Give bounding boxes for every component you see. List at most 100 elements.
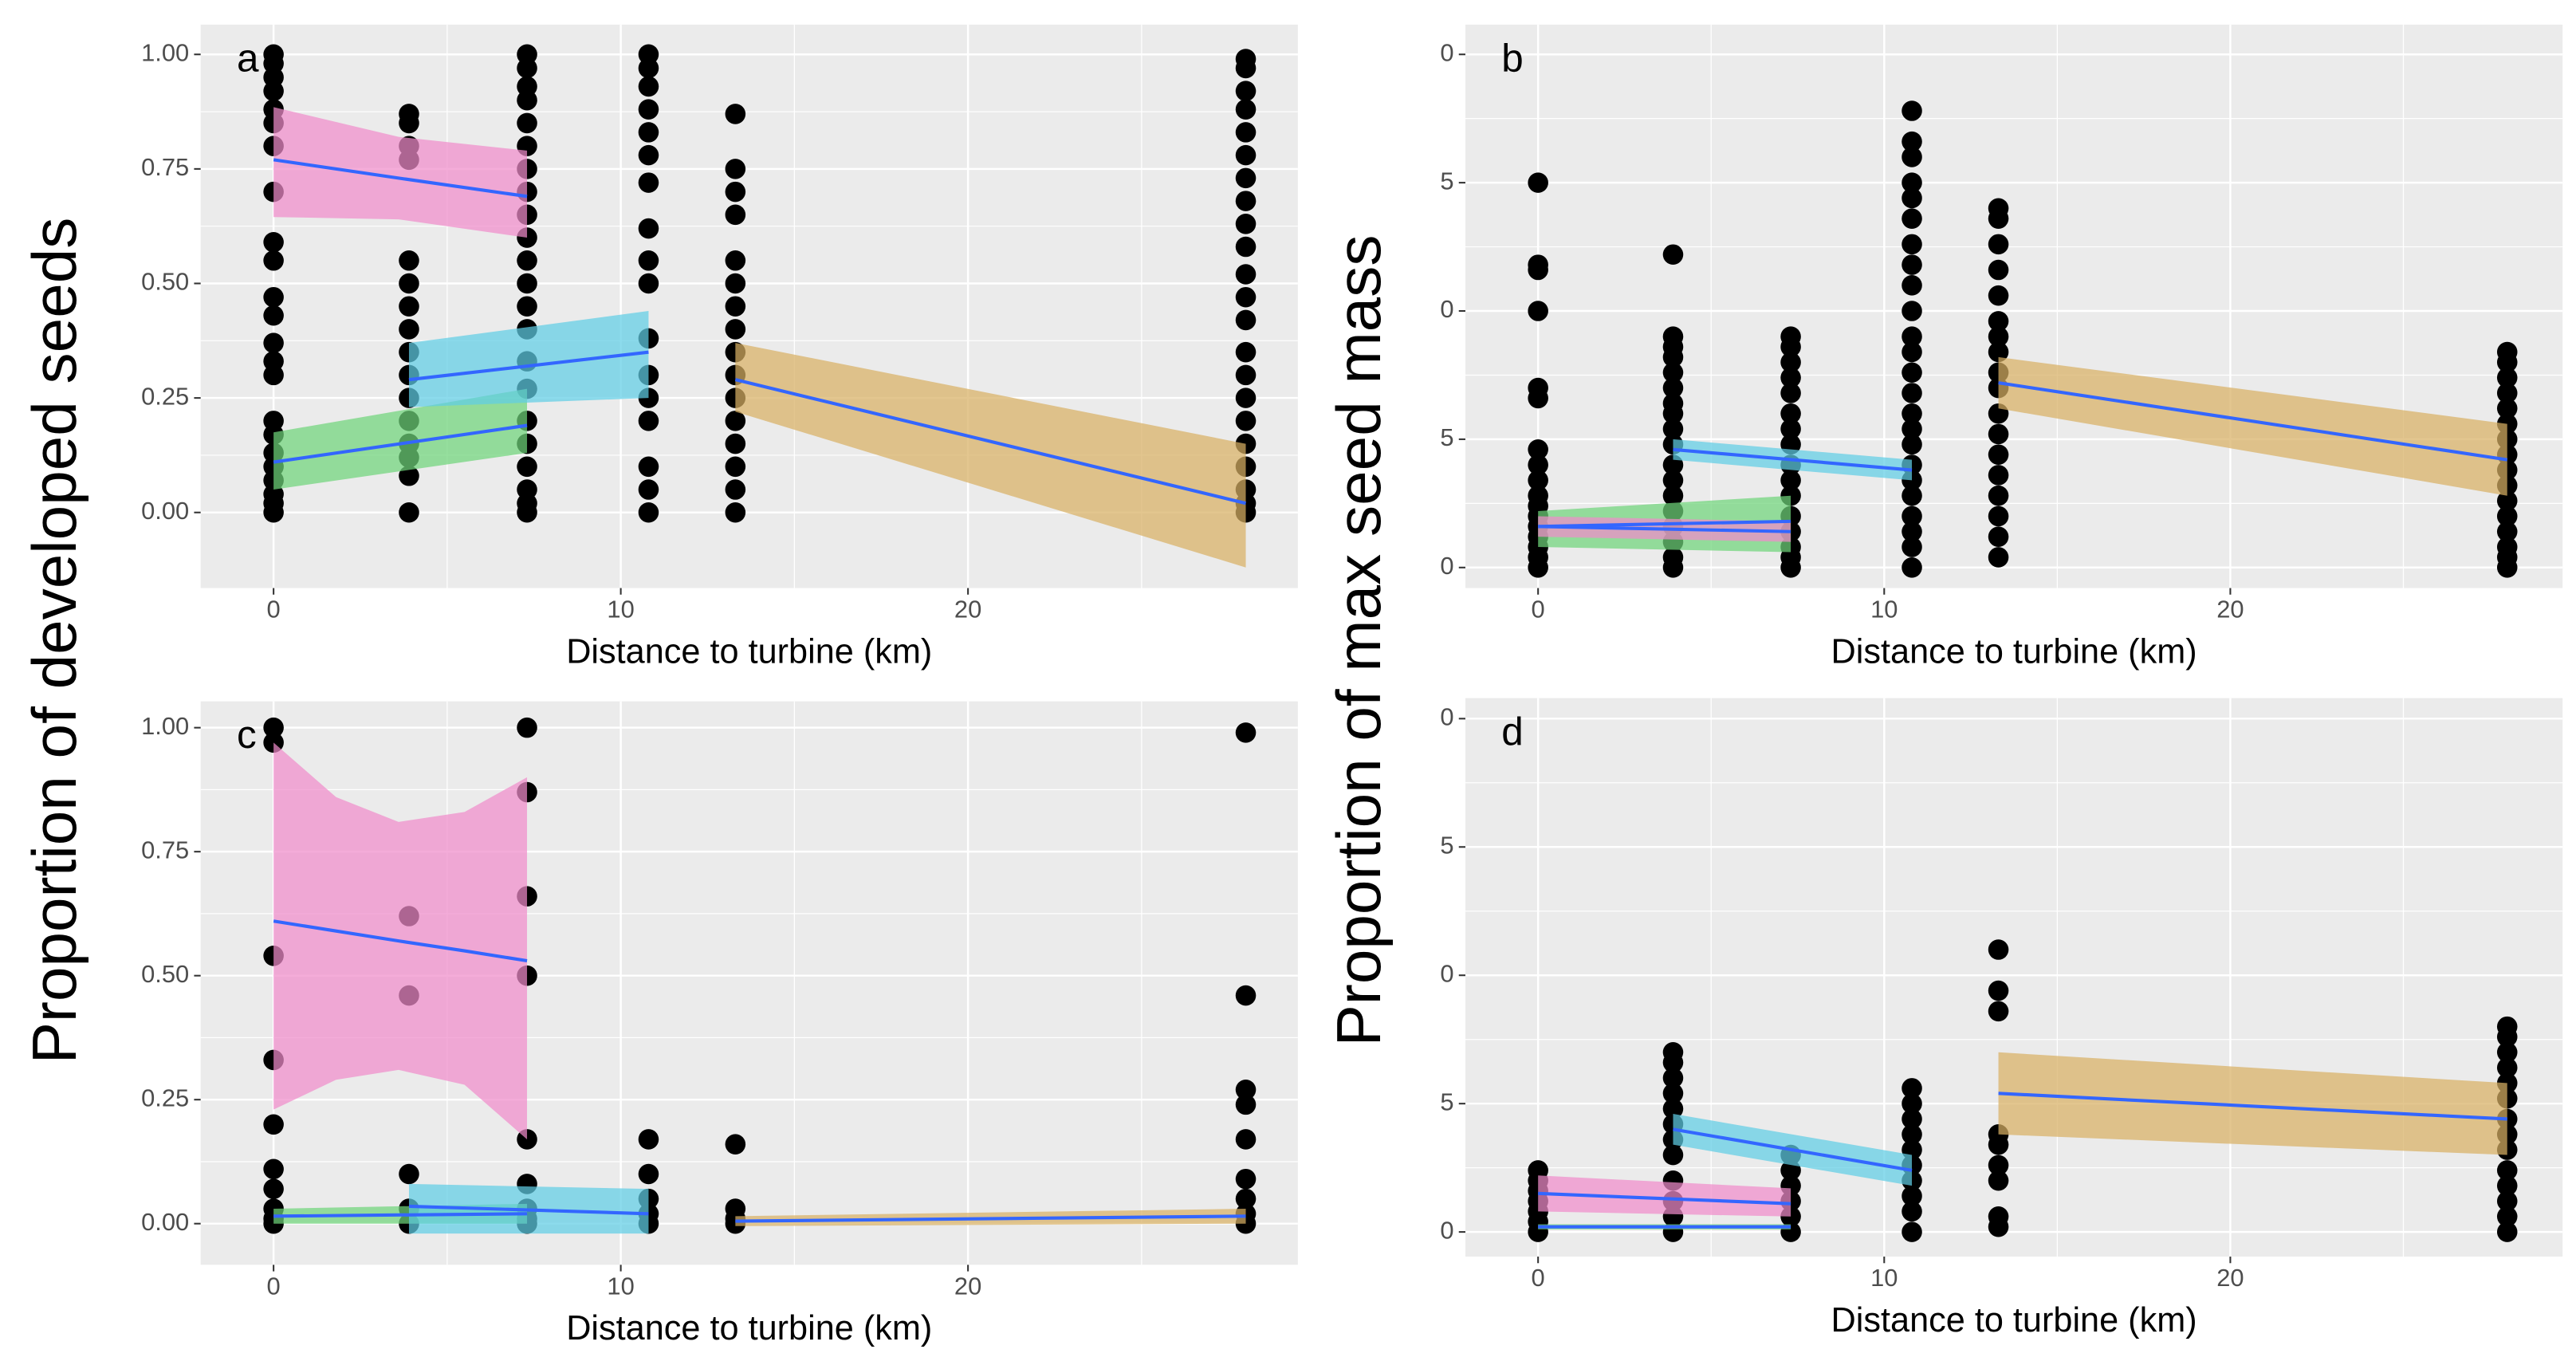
panel: 0 10 20 0 5 0 5 0 Distance to turbine (km) b Propo… [1323,24,2563,1046]
data-point [1235,264,1257,285]
data-point [1902,326,1922,347]
data-point [1235,1079,1257,1100]
data-point [1235,309,1257,331]
data-point [725,181,746,203]
confidence-band [1998,356,2507,496]
data-point [263,305,284,326]
data-point [517,717,537,738]
fit-line [1998,381,2508,462]
data-point [1780,336,1801,357]
data-point [1902,254,1922,275]
data-point [1902,1221,1922,1242]
data-point [1528,301,1548,321]
data-point [263,286,284,308]
data-point [2496,1160,2518,1181]
y-tick-label: 0 [1440,959,1453,987]
x-tick-label: 20 [954,1272,981,1300]
data-point [1988,526,2009,547]
data-point [725,319,746,340]
data-point [638,99,659,120]
data-point [1780,557,1801,578]
data-point [1902,434,1922,455]
x-tick-label: 0 [267,596,281,623]
data-point [638,250,659,271]
data-point [1902,187,1922,209]
fit-line [1673,447,1913,472]
data-point [1988,285,2009,306]
data-point [638,76,659,97]
panel-label: c [237,713,257,757]
data-point [517,112,537,134]
data-point [1902,147,1922,167]
data-point [725,204,746,226]
data-point [1988,485,2009,506]
fit-line [273,158,528,199]
data-point [725,502,746,523]
data-point [1662,362,1684,384]
data-point [2496,1042,2518,1063]
data-point [1235,191,1257,211]
data-point [1988,444,2009,465]
data-point [263,250,284,271]
data-point [1235,1188,1257,1210]
data-point [638,122,659,143]
data-point [517,250,537,271]
data-point [2496,490,2518,511]
data-point [1988,1216,2009,1237]
data-point [1235,722,1257,743]
data-point [1988,311,2009,332]
data-point [1235,236,1257,258]
x-tick-label: 10 [1870,596,1898,623]
data-point [638,57,659,79]
fit-line [1538,519,1791,529]
data-point [1902,505,1922,527]
x-axis-title: Distance to turbine (km) [1831,1301,2197,1339]
fit-line [1538,1191,1791,1206]
data-point [725,411,746,431]
data-point [2496,383,2518,403]
confidence-band [408,310,649,407]
data-point [2496,1026,2518,1048]
data-point [725,104,746,124]
panel: 0 10 20 0 5 0 5 0 Distance to turbine (km) d [1440,698,2563,1339]
data-point [1988,1170,2009,1191]
fit-line [735,1214,1246,1223]
data-point [725,296,746,317]
fit-line [734,378,1247,505]
y-tick-label: 0 [1440,38,1453,66]
y-tick-label: 0 [1440,1216,1453,1244]
data-point [517,273,537,294]
data-point [399,466,419,486]
y-tick-label: 0 [1440,702,1453,730]
data-point [1235,167,1257,189]
x-tick-label: 0 [1532,1264,1545,1292]
data-point [725,456,746,478]
data-point [1902,301,1922,321]
y-tick-label: 0 [1440,552,1453,580]
data-point [638,479,659,500]
data-point [1902,1186,1922,1206]
data-point [263,364,284,386]
data-point [1528,557,1548,578]
data-point [1988,423,2009,445]
data-point [638,1129,659,1150]
data-point [1902,234,1922,255]
data-point [517,502,537,523]
data-point [263,232,284,253]
data-point [2496,1175,2518,1196]
data-point [2496,352,2518,373]
data-point [517,456,537,478]
x-tick-label: 10 [607,1272,634,1300]
data-point [1902,208,1922,229]
data-point [1662,1052,1684,1073]
data-point [1528,454,1548,475]
data-point [638,172,659,193]
data-point [1902,172,1922,193]
y-tick-label: 1.00 [141,712,189,740]
data-point [399,273,419,294]
data-point [2496,1190,2518,1212]
data-point [1662,1098,1684,1119]
data-point [1902,100,1922,121]
data-point [517,57,537,79]
fit-line [408,1204,649,1216]
